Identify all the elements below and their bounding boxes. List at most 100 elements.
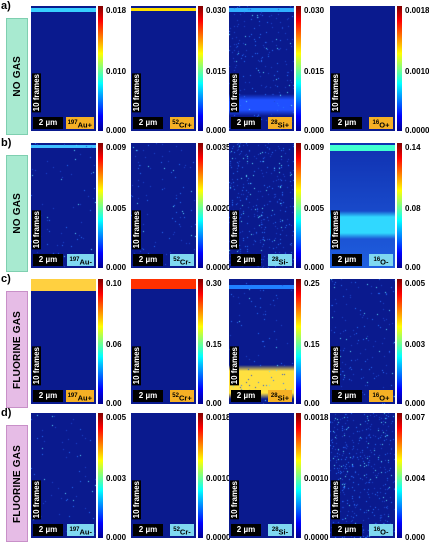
ion-species-badge: 197Au+ (65, 117, 94, 130)
ion-map-noise (31, 143, 96, 268)
colorbar (198, 413, 203, 538)
ion-map-panel: 10 frames 2 µm 28Si- (229, 413, 294, 538)
colorbar-tick-label: 0.005 (106, 204, 127, 213)
scale-bar: 2 µm (133, 254, 163, 266)
ion-map-panel: 10 frames 2 µm 52Cr- (131, 143, 196, 268)
colorbar-tick-label: 0.005 (405, 279, 426, 288)
colorbar (198, 279, 203, 404)
colorbar-tick-label: 0.0035 (206, 143, 231, 152)
ion-map-image (229, 413, 294, 538)
frames-label: 10 frames (230, 342, 239, 390)
colorbar (98, 413, 103, 538)
frames-label: 10 frames (32, 342, 41, 390)
ion-map-panel: 10 frames 2 µm 197Au- (31, 413, 96, 538)
colorbar-tick-label: 0.0010 (304, 474, 329, 483)
frames-text: 10 frames (331, 480, 340, 520)
frames-label: 10 frames (32, 69, 41, 117)
ion-mass-number: 28 (271, 257, 279, 263)
ion-map-panel: 10 frames 2 µm 16O- (330, 143, 395, 268)
ion-mass-number: 28 (270, 393, 278, 399)
colorbar-tick-label: 0.018 (106, 6, 127, 15)
colorbar-tick-label: 0.0018 (405, 6, 429, 15)
ion-mass-number: 16 (372, 120, 380, 126)
colorbar-tick-label: 0.0000 (304, 533, 329, 542)
ion-mass-number: 16 (373, 527, 381, 533)
ion-species-badge: 197Au+ (65, 390, 94, 403)
frames-label: 10 frames (230, 206, 239, 254)
ion-map-noise (330, 413, 395, 538)
frames-text: 10 frames (132, 346, 141, 386)
colorbar-tick-label: 0.009 (106, 143, 127, 152)
colorbar-tick-label: 0.00 (304, 399, 320, 408)
ion-map-panel: 10 frames 2 µm 52Cr+ (131, 279, 196, 404)
frames-text: 10 frames (230, 210, 239, 250)
colorbar-tick-label: 0.000 (106, 533, 127, 542)
colorbar-tick-label: 0.15 (206, 340, 222, 349)
frames-label: 10 frames (132, 342, 141, 390)
frames-text: 10 frames (331, 73, 340, 113)
frames-text: 10 frames (132, 73, 141, 113)
gas-condition-text: FLUORINE GAS (11, 310, 23, 389)
colorbar-tick-label: 0.003 (106, 474, 127, 483)
ion-mass-number: 28 (271, 527, 279, 533)
ion-mass-number: 28 (270, 120, 278, 126)
ion-species-badge: 52Cr- (170, 254, 194, 267)
ion-species-badge: 28Si+ (268, 390, 292, 403)
ion-symbol: Au+ (77, 120, 92, 130)
colorbar (397, 279, 402, 404)
ion-species-badge: 28Si- (268, 524, 292, 537)
colorbar (198, 143, 203, 268)
ion-mass-number: 197 (69, 527, 80, 533)
scale-bar: 2 µm (33, 254, 63, 266)
colorbar-tick-label: 0.10 (106, 279, 122, 288)
colorbar (296, 413, 301, 538)
scale-bar: 2 µm (231, 524, 261, 536)
ion-mass-number: 16 (373, 257, 381, 263)
ion-symbol: O- (380, 257, 389, 267)
colorbar-tick-label: 0.0010 (206, 474, 231, 483)
ion-map-image (31, 279, 96, 404)
colorbar-tick-label: 0.000 (206, 126, 227, 135)
frames-label: 10 frames (331, 69, 340, 117)
ion-species-badge: 197Au- (67, 254, 94, 267)
ion-map-panel: 10 frames 2 µm 16O+ (330, 6, 395, 131)
colorbar-tick-label: 0.000 (304, 126, 325, 135)
scale-bar: 2 µm (133, 117, 163, 129)
ion-map-panel: 10 frames 2 µm 28Si- (229, 143, 294, 268)
colorbar (397, 6, 402, 131)
frames-text: 10 frames (132, 210, 141, 250)
colorbar (296, 6, 301, 131)
ion-map-image (131, 6, 196, 131)
ion-map-image (330, 6, 395, 131)
ion-map-noise (31, 413, 96, 538)
frames-label: 10 frames (132, 69, 141, 117)
scale-bar: 2 µm (33, 390, 63, 402)
frames-text: 10 frames (32, 480, 41, 520)
colorbar-tick-label: 0.007 (405, 413, 426, 422)
scale-bar: 2 µm (133, 390, 163, 402)
colorbar-tick-label: 0.0000 (206, 263, 231, 272)
scale-bar: 2 µm (332, 254, 362, 266)
ion-map-image (131, 413, 196, 538)
ion-symbol: Au- (79, 257, 93, 267)
colorbar (397, 413, 402, 538)
ion-species-badge: 28Si- (268, 254, 292, 267)
ion-symbol: Si+ (277, 120, 290, 130)
ion-species-badge: 197Au- (67, 524, 94, 537)
colorbar (296, 143, 301, 268)
colorbar-tick-label: 0.030 (206, 6, 227, 15)
ion-map-noise (229, 143, 294, 268)
ion-species-badge: 16O- (369, 524, 393, 537)
gas-condition-text: NO GAS (11, 193, 23, 234)
ion-map-image (131, 279, 196, 404)
gas-condition-text: FLUORINE GAS (11, 444, 23, 523)
gas-condition-label: NO GAS (6, 18, 28, 135)
ion-map-noise (131, 143, 196, 268)
colorbar-tick-label: 0.000 (106, 263, 127, 272)
frames-text: 10 frames (230, 73, 239, 113)
frames-label: 10 frames (230, 69, 239, 117)
frames-text: 10 frames (32, 346, 41, 386)
ion-symbol: Cr- (179, 257, 191, 267)
ion-mass-number: 16 (372, 393, 380, 399)
ion-species-badge: 16O- (369, 254, 393, 267)
